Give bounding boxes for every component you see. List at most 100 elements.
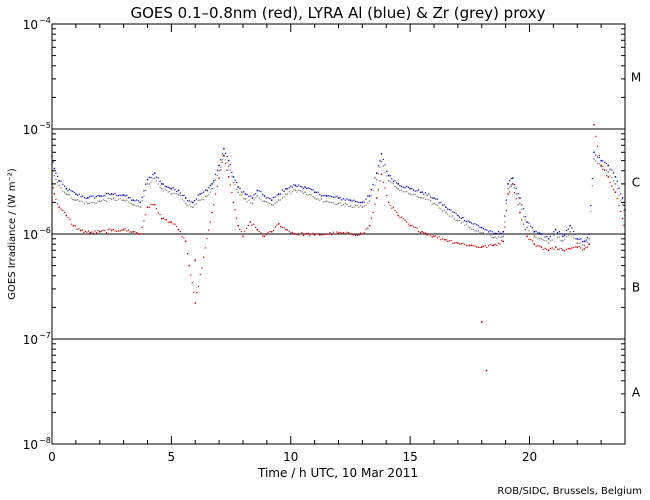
trace-dot bbox=[564, 250, 566, 252]
trace-dot bbox=[565, 236, 568, 238]
trace-dot bbox=[306, 193, 308, 195]
trace-dot bbox=[370, 217, 372, 219]
trace-dot bbox=[429, 199, 432, 202]
trace-dot bbox=[414, 190, 416, 192]
data-point bbox=[507, 193, 509, 195]
data-point bbox=[600, 159, 602, 162]
trace-dot bbox=[258, 197, 260, 199]
trace-dot bbox=[315, 233, 317, 235]
trace-dot bbox=[124, 200, 126, 202]
trace-dot bbox=[231, 175, 233, 177]
trace-dot bbox=[331, 195, 333, 197]
trace-dot bbox=[190, 274, 192, 276]
trace-dot bbox=[224, 159, 227, 161]
trace-dot bbox=[104, 195, 106, 197]
data-point bbox=[227, 159, 230, 162]
trace-dot bbox=[419, 191, 421, 193]
trace-dot bbox=[567, 247, 569, 250]
trace-dot bbox=[574, 246, 577, 248]
chart-title: GOES 0.1–0.8nm (red), LYRA Al (blue) & Z… bbox=[130, 4, 545, 22]
trace-dot bbox=[494, 236, 496, 238]
trace-dot bbox=[203, 191, 205, 193]
data-point bbox=[607, 164, 610, 167]
trace-dot bbox=[365, 198, 367, 200]
data-point bbox=[481, 246, 483, 248]
trace-dot bbox=[482, 245, 485, 248]
trace-dot bbox=[609, 168, 611, 170]
trace-dot bbox=[320, 195, 323, 197]
trace-dot bbox=[616, 188, 618, 190]
trace-dot bbox=[465, 223, 468, 225]
trace-dot bbox=[241, 191, 243, 193]
outlier-point bbox=[194, 259, 197, 262]
trace-dot bbox=[336, 231, 338, 233]
trace-dot bbox=[356, 234, 358, 236]
data-point bbox=[600, 164, 602, 167]
trace-dot bbox=[479, 231, 481, 233]
trace-dot bbox=[458, 243, 461, 245]
trace-dot bbox=[176, 193, 178, 195]
data-point bbox=[337, 197, 340, 199]
trace-dot bbox=[121, 199, 123, 201]
trace-dot bbox=[307, 232, 309, 234]
trace-dot bbox=[290, 232, 292, 234]
trace-dot bbox=[470, 244, 473, 246]
trace-dot bbox=[497, 242, 500, 244]
trace-dot bbox=[560, 247, 562, 250]
trace-dot bbox=[157, 177, 159, 179]
trace-dot bbox=[567, 228, 569, 230]
trace-dot bbox=[179, 230, 181, 233]
trace-dot bbox=[162, 217, 165, 219]
data-point bbox=[227, 176, 230, 178]
data-point bbox=[53, 167, 56, 170]
data-point bbox=[251, 202, 254, 205]
trace-dot bbox=[436, 204, 439, 207]
trace-dot bbox=[560, 240, 562, 242]
trace-dot bbox=[309, 188, 311, 190]
data-point bbox=[223, 154, 225, 157]
data-point bbox=[256, 228, 259, 231]
trace-dot bbox=[90, 201, 92, 204]
trace-dot bbox=[391, 178, 393, 180]
data-point bbox=[421, 191, 423, 193]
trace-dot bbox=[105, 231, 108, 234]
trace-dot bbox=[467, 226, 469, 228]
trace-dot bbox=[95, 232, 98, 234]
trace-dot bbox=[112, 197, 114, 199]
trace-dot bbox=[315, 198, 317, 200]
trace-dot bbox=[339, 202, 341, 204]
trace-dot bbox=[443, 239, 445, 241]
trace-dot bbox=[56, 203, 59, 205]
data-point bbox=[110, 198, 113, 200]
trace-dot bbox=[88, 196, 91, 198]
trace-dot bbox=[329, 201, 331, 203]
trace-dot bbox=[556, 232, 559, 234]
trace-dot bbox=[431, 236, 433, 238]
trace-dot bbox=[229, 184, 231, 186]
trace-dot bbox=[226, 156, 228, 158]
data-point bbox=[53, 174, 56, 177]
trace-dot bbox=[176, 225, 178, 228]
trace-dot bbox=[281, 189, 283, 191]
trace-dot bbox=[169, 191, 171, 193]
data-point bbox=[170, 221, 173, 223]
trace-dot bbox=[164, 185, 166, 187]
trace-dot bbox=[274, 196, 276, 198]
trace-dot bbox=[226, 169, 228, 171]
trace-dot bbox=[585, 239, 587, 241]
data-point bbox=[232, 181, 235, 184]
data-point bbox=[199, 199, 201, 201]
trace-dot bbox=[174, 223, 176, 225]
trace-dot bbox=[100, 230, 103, 232]
trace-dot bbox=[465, 245, 468, 247]
trace-dot bbox=[130, 202, 133, 204]
data-point bbox=[263, 200, 266, 203]
trace-dot bbox=[452, 211, 454, 213]
trace-dot bbox=[402, 186, 404, 188]
trace-dot bbox=[221, 161, 223, 163]
trace-dot bbox=[435, 198, 437, 200]
trace-dot bbox=[288, 187, 290, 189]
trace-dot bbox=[94, 197, 96, 199]
data-point bbox=[218, 170, 220, 172]
trace-dot bbox=[239, 228, 241, 231]
